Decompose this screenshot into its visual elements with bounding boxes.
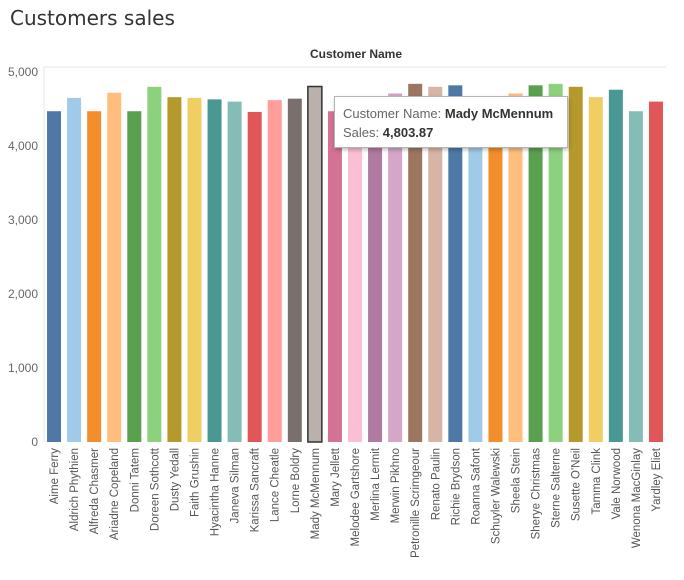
gridlines — [43, 66, 666, 442]
x-tick-label: Janeva Silman — [230, 448, 242, 523]
bar[interactable] — [508, 93, 523, 443]
bar[interactable] — [167, 97, 182, 442]
bar[interactable] — [207, 99, 222, 442]
bar[interactable] — [267, 100, 282, 443]
x-tick-label: Roanna Safont — [470, 447, 482, 525]
x-tick-label: Wenona MacGinlay — [631, 448, 643, 548]
bar[interactable] — [87, 111, 102, 442]
bar[interactable] — [47, 111, 62, 442]
x-tick-label: Yardley Eliet — [651, 447, 663, 512]
bar[interactable] — [307, 85, 323, 443]
bar[interactable] — [528, 85, 543, 442]
tooltip-sales-label: Sales: — [343, 125, 380, 140]
y-tick-label: 4,000 — [8, 139, 38, 153]
x-tick-label: Faith Grushin — [189, 448, 201, 517]
x-tick-label: Lorne Boldry — [290, 448, 302, 513]
bar[interactable] — [588, 97, 603, 442]
x-tick-label: Petronille Scrimgeour — [410, 448, 422, 558]
y-tick-label: 5,000 — [8, 65, 38, 79]
x-tick-label: Hyacintha Hanne — [210, 448, 222, 536]
x-tick-label: Doreen Sothcott — [149, 447, 161, 531]
x-axis-labels: Aime Ferry Aldrich Phythien Alfreda Chasme… — [49, 447, 663, 558]
x-tick-label: Tamma Clink — [591, 448, 603, 515]
x-tick-label: Alfreda Chasmer — [89, 448, 101, 534]
x-tick-label: Donni Tatem — [129, 448, 141, 512]
bar[interactable] — [368, 97, 383, 443]
x-tick-label: Vale Norwood — [611, 448, 623, 519]
x-tick-label: Aime Ferry — [49, 448, 61, 504]
x-tick-label: Susette O'Neil — [571, 448, 583, 521]
column-header: Customer Name — [310, 47, 402, 61]
bar[interactable] — [287, 98, 302, 442]
bars — [47, 83, 663, 443]
x-tick-label: Renato Paulin — [430, 448, 442, 520]
bar[interactable] — [488, 98, 503, 442]
bar[interactable] — [628, 111, 643, 442]
tooltip-name-label: Customer Name: — [343, 106, 442, 121]
tooltip-name-value: Mady McMennum — [444, 106, 554, 121]
x-tick-label: Aldrich Phythien — [69, 448, 81, 531]
x-tick-label: Merlina Lermit — [370, 447, 382, 521]
x-tick-label: Schuyler Walewski — [490, 448, 502, 544]
bar[interactable] — [448, 85, 463, 442]
bar[interactable] — [408, 83, 423, 442]
bar[interactable] — [388, 93, 403, 443]
y-axis: 0 1,000 2,000 3,000 4,000 5,000 — [8, 65, 38, 449]
bar[interactable] — [468, 100, 483, 443]
bar[interactable] — [348, 100, 362, 443]
bar[interactable] — [548, 83, 563, 442]
x-tick-label: Melodee Gartshore — [350, 448, 362, 546]
y-tick-label: 3,000 — [8, 213, 38, 227]
x-tick-label: Mary Jellett — [330, 447, 342, 507]
bar[interactable] — [127, 111, 142, 442]
y-tick-label: 1,000 — [8, 361, 38, 375]
tooltip: Customer Name: Mady McMennum Sales: 4,80… — [334, 96, 568, 148]
bar[interactable] — [67, 97, 82, 443]
bar[interactable] — [428, 86, 443, 443]
x-tick-label: Mady McMennum — [310, 448, 322, 539]
bar[interactable] — [107, 92, 122, 442]
y-tick-label: 0 — [31, 435, 38, 449]
x-tick-label: Ariadne Copeland — [109, 448, 121, 540]
x-tick-label: Merwin Pikhno — [390, 448, 402, 523]
bar[interactable] — [608, 89, 623, 442]
x-tick-label: Sherye Christmas — [531, 448, 543, 540]
x-tick-label: Sterne Salterne — [551, 448, 563, 528]
x-tick-label: Richie Brydson — [450, 448, 462, 525]
bar[interactable] — [247, 111, 262, 443]
bar[interactable] — [147, 86, 162, 443]
bar[interactable] — [187, 97, 202, 443]
x-tick-label: Sheela Stein — [511, 448, 523, 513]
y-tick-label: 2,000 — [8, 287, 38, 301]
x-tick-label: Dusty Yedall — [169, 448, 181, 511]
bar[interactable] — [568, 86, 583, 443]
bar[interactable] — [227, 101, 242, 442]
x-tick-label: Karissa Sancraft — [250, 447, 262, 532]
tooltip-sales-value: 4,803.87 — [382, 125, 434, 140]
page-title: Customers sales — [10, 6, 175, 30]
x-tick-label: Lance Cheatle — [270, 448, 282, 522]
bar[interactable] — [648, 101, 663, 442]
bar[interactable] — [327, 111, 342, 442]
